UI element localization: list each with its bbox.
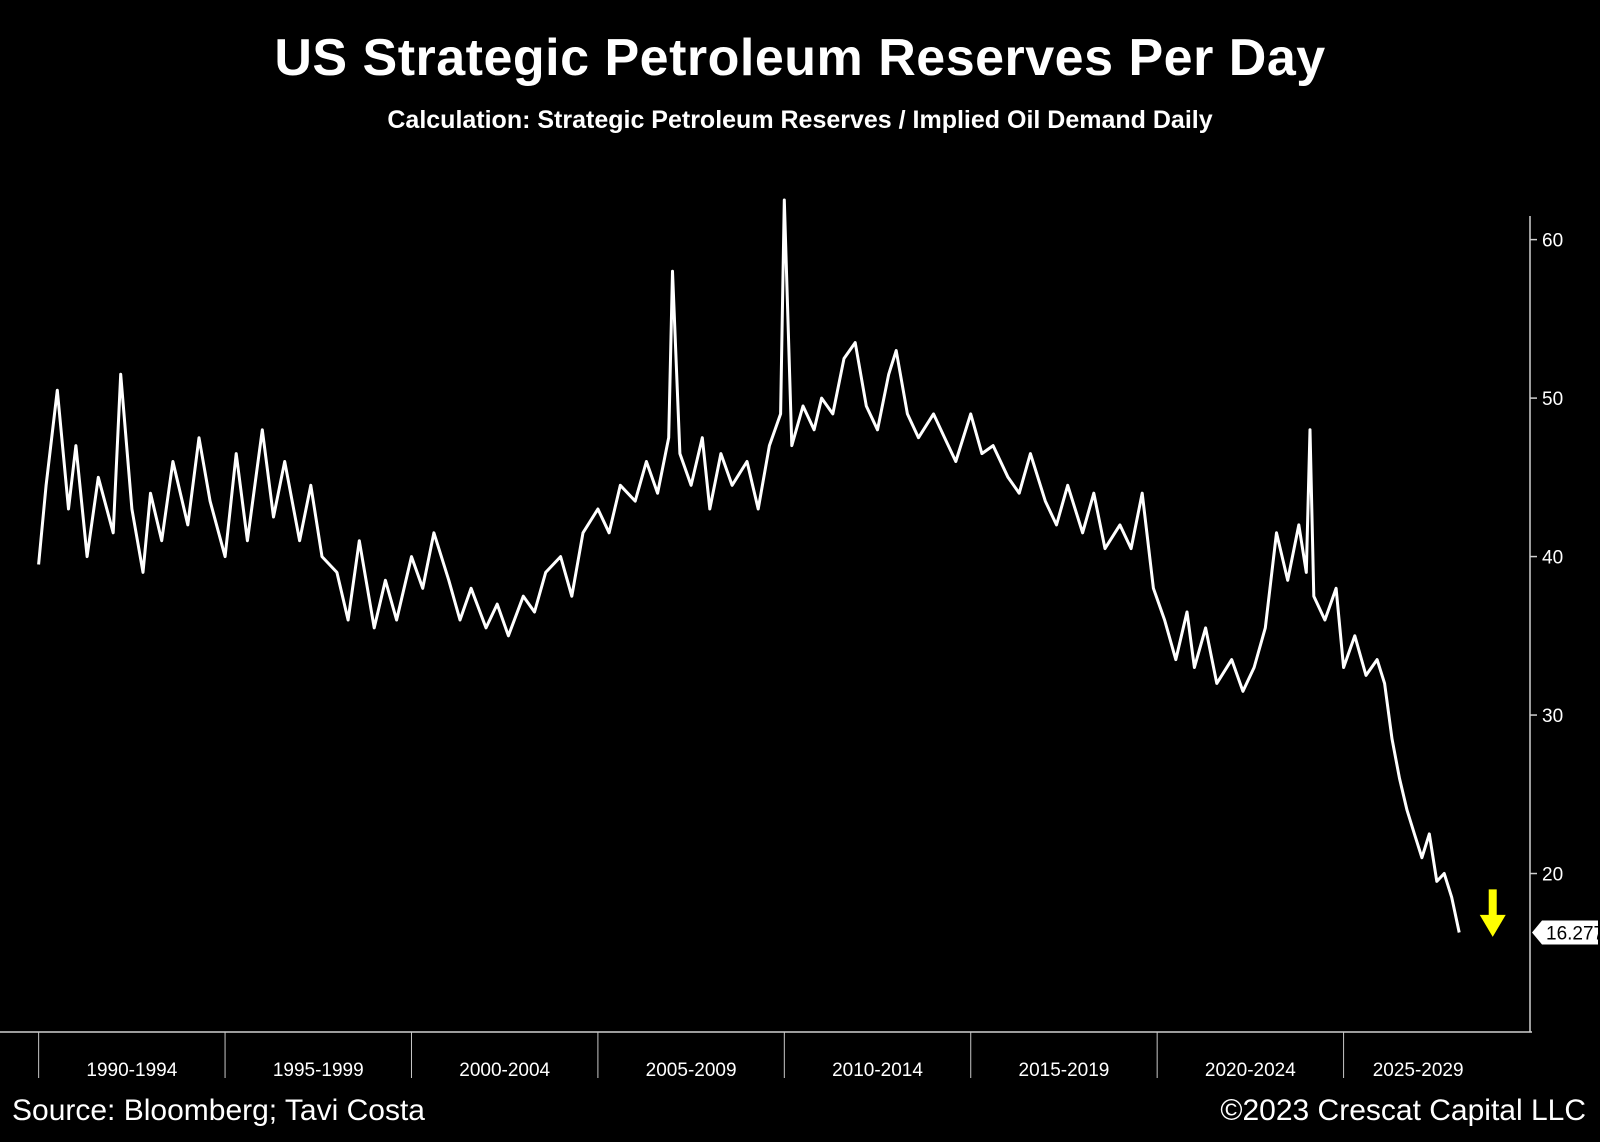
source-note: Source: Bloomberg; Tavi Costa: [12, 1094, 425, 1127]
y-tick-label: 60: [1542, 231, 1563, 252]
y-tick-label: 20: [1542, 865, 1563, 886]
down-arrow-icon: [1479, 914, 1506, 937]
line-chart: 1990-1994 1995-1999 2000-2004 2005-2009 2010…: [0, 198, 1600, 1081]
chart-subtitle: Calculation: Strategic Petroleum Reserve…: [387, 106, 1213, 134]
y-tick-label: 50: [1542, 389, 1563, 410]
x-tick-label: 1990-1994: [86, 1060, 177, 1081]
x-tick-label: 2025-2029: [1373, 1060, 1464, 1081]
last-value-box: [1532, 920, 1598, 945]
last-value-label: 16.277: [1546, 924, 1600, 945]
x-tick-label: 2010-2014: [832, 1060, 923, 1081]
x-tick-label: 2020-2024: [1205, 1060, 1296, 1081]
copyright-note: ©2023 Crescat Capital LLC: [1220, 1094, 1586, 1127]
y-tick-label: 40: [1542, 548, 1563, 569]
x-tick-label: 2000-2004: [459, 1060, 550, 1081]
series-line: [37, 198, 1461, 933]
x-tick-label: 1995-1999: [273, 1060, 364, 1081]
x-tick-label: 2015-2019: [1019, 1060, 1110, 1081]
y-tick-label: 30: [1542, 706, 1563, 727]
plot-layer: 1990-1994 1995-1999 2000-2004 2005-2009 2010…: [0, 198, 1600, 1081]
down-arrow-shaft: [1488, 889, 1497, 919]
x-tick-label: 2005-2009: [646, 1060, 737, 1081]
chart-title: US Strategic Petroleum Reserves Per Day: [274, 29, 1326, 87]
